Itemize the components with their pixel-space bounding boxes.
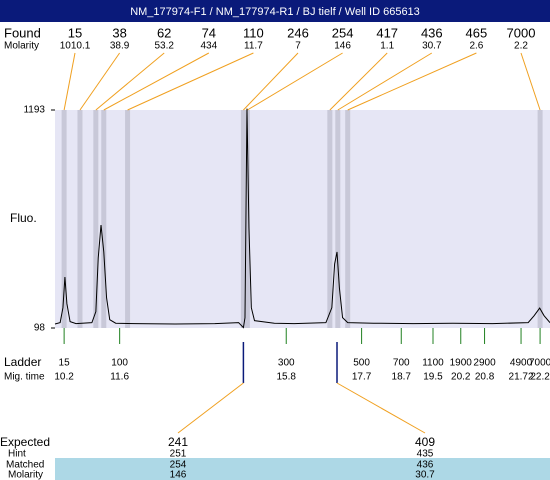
expected-hint: 251 bbox=[170, 449, 187, 460]
ladder-time: 17.7 bbox=[352, 372, 372, 383]
peak-connector bbox=[337, 52, 433, 111]
y-tick-label: 98 bbox=[34, 323, 46, 334]
found-size: 74 bbox=[202, 25, 216, 40]
found-size: 15 bbox=[68, 25, 82, 40]
row-label: Expected bbox=[0, 435, 50, 449]
ladder-size: 1900 bbox=[450, 358, 473, 369]
row-label: Hint bbox=[8, 449, 26, 460]
ladder-time: 21.72 bbox=[509, 372, 534, 383]
found-molarity: 53.2 bbox=[154, 41, 174, 52]
ladder-size: 15 bbox=[59, 358, 71, 369]
found-molarity: 1010.1 bbox=[60, 41, 91, 52]
row-label: Mig. time bbox=[4, 372, 45, 383]
expected-connector bbox=[177, 382, 244, 434]
row-label: Matched bbox=[6, 460, 44, 471]
row-label: Ladder bbox=[4, 355, 41, 369]
peak-connector bbox=[347, 52, 477, 111]
ladder-time: 20.8 bbox=[475, 372, 495, 383]
ladder-size: 7000 bbox=[529, 358, 550, 369]
peak-connector bbox=[247, 52, 343, 111]
found-molarity: 146 bbox=[334, 41, 351, 52]
expected-matched: 254 bbox=[170, 460, 187, 471]
peak-band bbox=[335, 110, 341, 328]
found-size: 7000 bbox=[507, 25, 536, 40]
found-molarity: 434 bbox=[200, 41, 217, 52]
expected-matched: 436 bbox=[417, 460, 434, 471]
ladder-time: 15.8 bbox=[277, 372, 297, 383]
ladder-time: 22.2 bbox=[530, 372, 550, 383]
peak-connector bbox=[127, 52, 254, 111]
peak-band bbox=[240, 110, 246, 328]
header-bar bbox=[0, 0, 550, 22]
peak-band bbox=[125, 110, 131, 328]
peak-connector bbox=[520, 52, 541, 111]
row-label: Molarity bbox=[4, 41, 39, 52]
found-size: 417 bbox=[376, 25, 398, 40]
peak-band bbox=[537, 110, 543, 328]
found-size: 436 bbox=[421, 25, 443, 40]
ladder-time: 18.7 bbox=[392, 372, 412, 383]
expected-connector bbox=[336, 382, 426, 434]
found-size: 110 bbox=[243, 25, 264, 40]
found-molarity: 1.1 bbox=[380, 41, 394, 52]
ladder-size: 700 bbox=[393, 358, 410, 369]
expected-molarity: 146 bbox=[170, 470, 187, 480]
y-tick-label: 1193 bbox=[23, 105, 45, 116]
y-label: Fluo. bbox=[10, 211, 37, 225]
found-size: 254 bbox=[332, 25, 354, 40]
row-label: Found bbox=[4, 25, 41, 40]
found-molarity: 38.9 bbox=[110, 41, 130, 52]
ladder-time: 11.6 bbox=[110, 372, 129, 383]
expected-size: 241 bbox=[168, 435, 188, 449]
expected-molarity: 30.7 bbox=[415, 470, 435, 480]
plot-area bbox=[55, 110, 550, 328]
found-molarity: 30.7 bbox=[422, 41, 442, 52]
peak-band bbox=[345, 110, 351, 328]
ladder-size: 100 bbox=[111, 358, 128, 369]
ladder-time: 19.5 bbox=[423, 372, 443, 383]
ladder-size: 1100 bbox=[422, 358, 444, 369]
ladder-time: 20.2 bbox=[451, 372, 471, 383]
peak-band bbox=[244, 110, 250, 328]
row-label: Molarity bbox=[8, 470, 43, 480]
ladder-size: 300 bbox=[278, 358, 295, 369]
found-size: 38 bbox=[112, 25, 126, 40]
peak-connector bbox=[63, 52, 76, 111]
found-molarity: 2.2 bbox=[514, 41, 528, 52]
peak-connector bbox=[103, 52, 210, 111]
ladder-time: 10.2 bbox=[54, 372, 74, 383]
peak-connector bbox=[329, 52, 388, 111]
peak-band bbox=[327, 110, 333, 328]
ladder-size: 500 bbox=[353, 358, 370, 369]
found-molarity: 7 bbox=[295, 41, 301, 52]
peak-connector bbox=[79, 52, 121, 111]
expected-hint: 435 bbox=[417, 449, 434, 460]
peak-band bbox=[61, 110, 67, 328]
peak-band bbox=[77, 110, 83, 328]
expected-size: 409 bbox=[415, 435, 435, 449]
peak-band bbox=[93, 110, 99, 328]
found-molarity: 2.6 bbox=[469, 41, 483, 52]
header-title: NM_177974-F1 / NM_177974-R1 / BJ tielf /… bbox=[130, 6, 420, 18]
found-size: 465 bbox=[466, 25, 488, 40]
found-size: 246 bbox=[287, 25, 309, 40]
peak-band bbox=[101, 110, 107, 328]
matched-band bbox=[55, 458, 550, 480]
trace bbox=[54, 108, 550, 329]
found-size: 62 bbox=[157, 25, 171, 40]
peak-connector bbox=[243, 52, 299, 111]
ladder-size: 4900 bbox=[510, 358, 533, 369]
found-molarity: 11.7 bbox=[244, 41, 263, 52]
ladder-size: 2900 bbox=[473, 358, 496, 369]
peak-connector bbox=[95, 52, 165, 111]
